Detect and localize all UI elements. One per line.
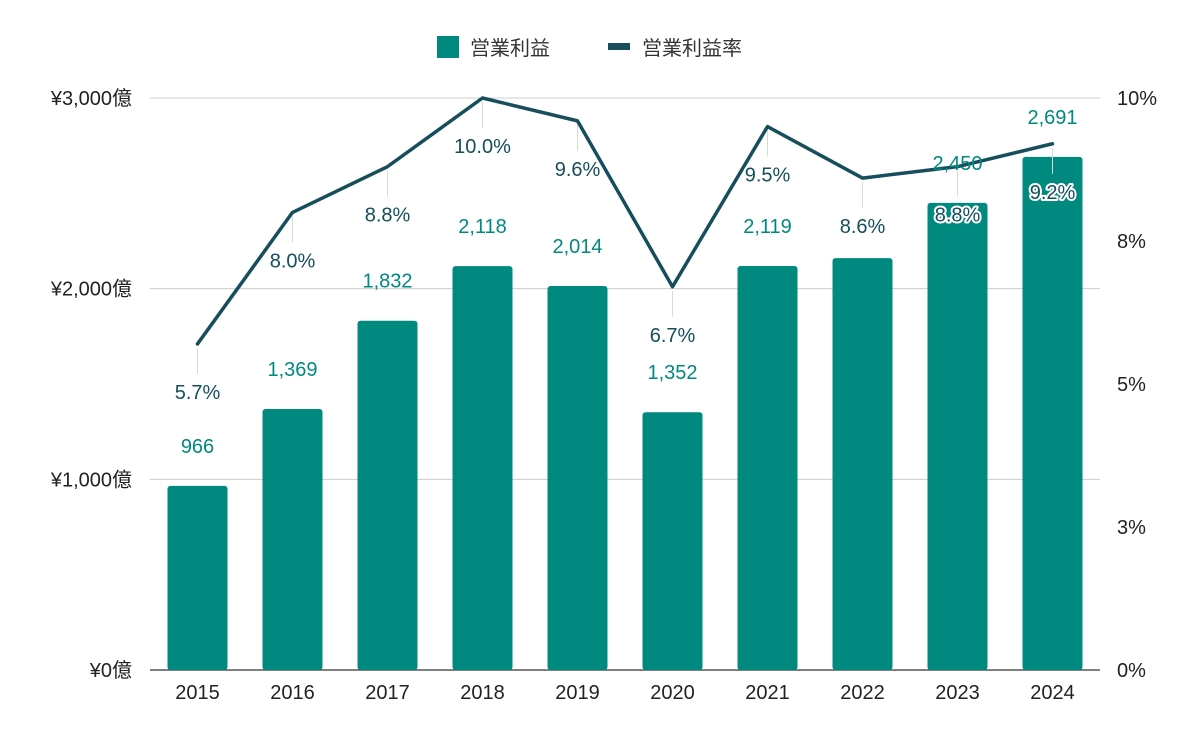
x-axis-ticks: 2015 2016 2017 2018 2019 2020 2021 2022 2023 2024 [175, 682, 1075, 704]
legend: 営業利益 営業利益率 [437, 36, 742, 60]
legend-swatch-operating-profit [437, 36, 459, 58]
bar-value-label: 1,369 [267, 359, 317, 381]
x-tick-label: 2021 [745, 682, 790, 704]
bar-2019 [547, 285, 608, 670]
right-tick-label: 5% [1117, 374, 1146, 396]
margin-value-label: 8.8% [935, 205, 981, 227]
bar-value-label: 1,832 [362, 271, 412, 293]
x-tick-label: 2023 [935, 682, 980, 704]
legend-swatch-operating-margin [608, 43, 630, 50]
left-tick-label: ¥3,000億 [50, 87, 132, 110]
legend-label-operating-profit: 営業利益 [470, 37, 550, 60]
bar-2021 [737, 265, 798, 670]
margin-value-label: 8.6% [840, 216, 886, 238]
bar-value-label: 966 [181, 436, 214, 458]
bars [167, 156, 1083, 670]
right-tick-label: 0% [1117, 660, 1146, 682]
x-tick-label: 2017 [365, 682, 410, 704]
bar-2018 [452, 266, 513, 670]
bar-2020 [642, 412, 703, 670]
right-tick-label: 3% [1117, 517, 1146, 539]
bar-value-label: 2,118 [458, 216, 507, 238]
left-axis-ticks: ¥0億 ¥1,000億 ¥2,000億 ¥3,000億 [50, 87, 132, 682]
margin-line-path [195, 96, 1055, 346]
bar-2024 [1022, 156, 1083, 670]
x-tick-label: 2016 [270, 682, 315, 704]
bar-2022 [832, 258, 893, 670]
margin-value-label: 10.0% [454, 136, 511, 158]
margin-value-label: 9.6% [555, 159, 601, 181]
bar-2017 [357, 320, 418, 670]
margin-value-label: 6.7% [650, 325, 696, 347]
bar-2023 [927, 202, 988, 670]
right-tick-label: 10% [1117, 88, 1157, 110]
bar-value-label: 2,119 [743, 216, 792, 238]
left-tick-label: ¥1,000億 [50, 468, 132, 491]
margin-value-label: 5.7% [175, 382, 221, 404]
legend-label-operating-margin: 営業利益率 [642, 37, 742, 60]
bar-2015 [167, 485, 228, 670]
right-tick-label: 8% [1117, 231, 1146, 253]
left-tick-label: ¥0億 [89, 659, 132, 682]
margin-value-label: 9.5% [745, 165, 791, 187]
x-tick-label: 2022 [840, 682, 885, 704]
margin-line [195, 96, 1055, 374]
bar-value-label: 2,014 [552, 236, 602, 258]
bar-value-label: 1,352 [647, 362, 697, 384]
margin-value-label: 9.2% [1030, 182, 1076, 204]
bar-value-label: 2,691 [1027, 107, 1077, 129]
x-tick-label: 2024 [1030, 682, 1075, 704]
left-tick-label: ¥2,000億 [50, 278, 132, 301]
margin-value-label: 8.8% [365, 205, 411, 227]
x-tick-label: 2020 [650, 682, 695, 704]
bar-2016 [262, 408, 323, 670]
x-tick-label: 2015 [175, 682, 220, 704]
data-labels: 966 1,369 1,832 2,118 2,014 1,352 2,119 2,450 2,… [173, 107, 1078, 458]
right-axis-ticks: 0% 3% 5% 8% 10% [1117, 88, 1157, 682]
bar-value-label: 2,450 [932, 153, 982, 175]
x-tick-label: 2019 [555, 682, 600, 704]
margin-value-label: 8.0% [270, 250, 316, 272]
x-tick-label: 2018 [460, 682, 505, 704]
